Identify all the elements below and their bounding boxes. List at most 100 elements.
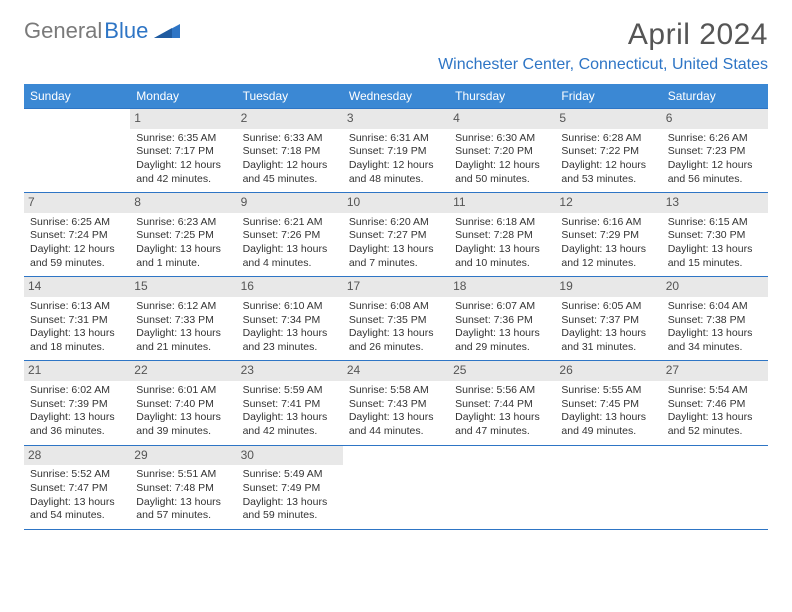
calendar-day-cell: 6Sunrise: 6:26 AMSunset: 7:23 PMDaylight…: [662, 109, 768, 193]
day-info-line: Sunset: 7:19 PM: [349, 145, 443, 159]
day-info-line: Daylight: 13 hours and 23 minutes.: [243, 327, 337, 354]
day-number: 6: [662, 109, 768, 129]
day-info-line: Sunrise: 6:10 AM: [243, 300, 337, 314]
day-info-line: Sunrise: 6:02 AM: [30, 384, 124, 398]
day-info-line: Sunset: 7:20 PM: [455, 145, 549, 159]
calendar-empty-cell: [24, 109, 130, 193]
calendar-day-cell: 5Sunrise: 6:28 AMSunset: 7:22 PMDaylight…: [555, 109, 661, 193]
page-header: GeneralBlue April 2024 Winchester Center…: [24, 18, 768, 74]
day-number: 24: [343, 361, 449, 381]
day-info-line: Sunrise: 6:21 AM: [243, 216, 337, 230]
day-info-line: Daylight: 13 hours and 39 minutes.: [136, 411, 230, 438]
logo-triangle-icon: [154, 20, 180, 43]
day-info-line: Sunrise: 6:33 AM: [243, 132, 337, 146]
day-number: 20: [662, 277, 768, 297]
day-info-line: Sunrise: 6:15 AM: [668, 216, 762, 230]
day-number: 3: [343, 109, 449, 129]
day-info-line: Sunset: 7:25 PM: [136, 229, 230, 243]
day-info-line: Sunset: 7:48 PM: [136, 482, 230, 496]
day-number: [555, 446, 661, 466]
day-info-line: Sunrise: 6:08 AM: [349, 300, 443, 314]
calendar-day-cell: 13Sunrise: 6:15 AMSunset: 7:30 PMDayligh…: [662, 193, 768, 277]
day-info-line: Daylight: 13 hours and 12 minutes.: [561, 243, 655, 270]
day-number: [662, 446, 768, 466]
day-info-line: Daylight: 13 hours and 49 minutes.: [561, 411, 655, 438]
day-info-line: Sunrise: 6:18 AM: [455, 216, 549, 230]
day-number: 23: [237, 361, 343, 381]
day-info-line: Sunrise: 6:20 AM: [349, 216, 443, 230]
day-number: 26: [555, 361, 661, 381]
day-info-line: Sunrise: 6:31 AM: [349, 132, 443, 146]
day-info-line: Sunset: 7:35 PM: [349, 314, 443, 328]
day-number: [343, 446, 449, 466]
day-number: 16: [237, 277, 343, 297]
day-number: 2: [237, 109, 343, 129]
day-number: 5: [555, 109, 661, 129]
calendar-day-cell: 17Sunrise: 6:08 AMSunset: 7:35 PMDayligh…: [343, 277, 449, 361]
day-info-line: Sunset: 7:37 PM: [561, 314, 655, 328]
day-info-line: Sunrise: 5:59 AM: [243, 384, 337, 398]
day-number: 22: [130, 361, 236, 381]
day-info-line: Daylight: 13 hours and 7 minutes.: [349, 243, 443, 270]
logo-text-2: Blue: [104, 18, 148, 44]
day-info-line: Daylight: 13 hours and 57 minutes.: [136, 496, 230, 523]
day-info-line: Sunrise: 5:49 AM: [243, 468, 337, 482]
day-info-line: Daylight: 13 hours and 34 minutes.: [668, 327, 762, 354]
calendar-day-cell: 3 Sunrise: 6:31 AMSunset: 7:19 PMDaylight…: [343, 109, 449, 193]
day-info-line: Daylight: 13 hours and 15 minutes.: [668, 243, 762, 270]
day-info-line: Daylight: 12 hours and 48 minutes.: [349, 159, 443, 186]
day-info-line: Sunset: 7:44 PM: [455, 398, 549, 412]
day-info-line: Sunset: 7:27 PM: [349, 229, 443, 243]
day-header: Friday: [555, 84, 661, 109]
calendar-week-row: 21Sunrise: 6:02 AMSunset: 7:39 PMDayligh…: [24, 361, 768, 445]
day-number: [449, 446, 555, 466]
calendar-empty-cell: [662, 445, 768, 529]
location: Winchester Center, Connecticut, United S…: [438, 56, 768, 74]
calendar-day-cell: 28Sunrise: 5:52 AMSunset: 7:47 PMDayligh…: [24, 445, 130, 529]
day-info-line: Sunset: 7:22 PM: [561, 145, 655, 159]
day-info-line: Sunrise: 6:13 AM: [30, 300, 124, 314]
day-info-line: Sunset: 7:24 PM: [30, 229, 124, 243]
title-block: April 2024 Winchester Center, Connecticu…: [438, 18, 768, 74]
day-info-line: Sunset: 7:28 PM: [455, 229, 549, 243]
day-number: 25: [449, 361, 555, 381]
day-number: 30: [237, 446, 343, 466]
day-number: 28: [24, 446, 130, 466]
calendar-day-cell: 24Sunrise: 5:58 AMSunset: 7:43 PMDayligh…: [343, 361, 449, 445]
calendar-day-cell: 9Sunrise: 6:21 AMSunset: 7:26 PMDaylight…: [237, 193, 343, 277]
day-info-line: Sunrise: 6:05 AM: [561, 300, 655, 314]
day-info-line: Sunrise: 6:30 AM: [455, 132, 549, 146]
day-info-line: Sunset: 7:49 PM: [243, 482, 337, 496]
calendar-week-row: 14Sunrise: 6:13 AMSunset: 7:31 PMDayligh…: [24, 277, 768, 361]
day-info-line: Daylight: 13 hours and 44 minutes.: [349, 411, 443, 438]
day-header: Sunday: [24, 84, 130, 109]
day-info-line: Sunrise: 5:51 AM: [136, 468, 230, 482]
calendar-day-cell: 16 Sunrise: 6:10 AMSunset: 7:34 PMDayligh…: [237, 277, 343, 361]
day-info-line: Sunrise: 6:23 AM: [136, 216, 230, 230]
day-info-line: Sunset: 7:34 PM: [243, 314, 337, 328]
day-info-line: Sunset: 7:26 PM: [243, 229, 337, 243]
day-info-line: Sunset: 7:46 PM: [668, 398, 762, 412]
calendar-day-cell: 21Sunrise: 6:02 AMSunset: 7:39 PMDayligh…: [24, 361, 130, 445]
day-info-line: Sunset: 7:23 PM: [668, 145, 762, 159]
day-number: 8: [130, 193, 236, 213]
day-number: [24, 109, 130, 129]
day-info-line: Sunrise: 6:28 AM: [561, 132, 655, 146]
day-info-line: Sunrise: 6:16 AM: [561, 216, 655, 230]
day-number: 29: [130, 446, 236, 466]
day-info-line: Daylight: 13 hours and 36 minutes.: [30, 411, 124, 438]
day-info-line: Sunset: 7:41 PM: [243, 398, 337, 412]
day-number: 11: [449, 193, 555, 213]
day-info-line: Daylight: 13 hours and 42 minutes.: [243, 411, 337, 438]
calendar-day-cell: 8Sunrise: 6:23 AMSunset: 7:25 PMDaylight…: [130, 193, 236, 277]
calendar-day-cell: 26Sunrise: 5:55 AMSunset: 7:45 PMDayligh…: [555, 361, 661, 445]
calendar-empty-cell: [449, 445, 555, 529]
calendar-day-cell: 18Sunrise: 6:07 AMSunset: 7:36 PMDayligh…: [449, 277, 555, 361]
day-info-line: Sunrise: 6:12 AM: [136, 300, 230, 314]
calendar-day-cell: 25Sunrise: 5:56 AMSunset: 7:44 PMDayligh…: [449, 361, 555, 445]
day-info-line: Daylight: 13 hours and 10 minutes.: [455, 243, 549, 270]
day-info-line: Sunrise: 6:35 AM: [136, 132, 230, 146]
day-number: 4: [449, 109, 555, 129]
day-info-line: Daylight: 13 hours and 4 minutes.: [243, 243, 337, 270]
day-info-line: Sunset: 7:36 PM: [455, 314, 549, 328]
